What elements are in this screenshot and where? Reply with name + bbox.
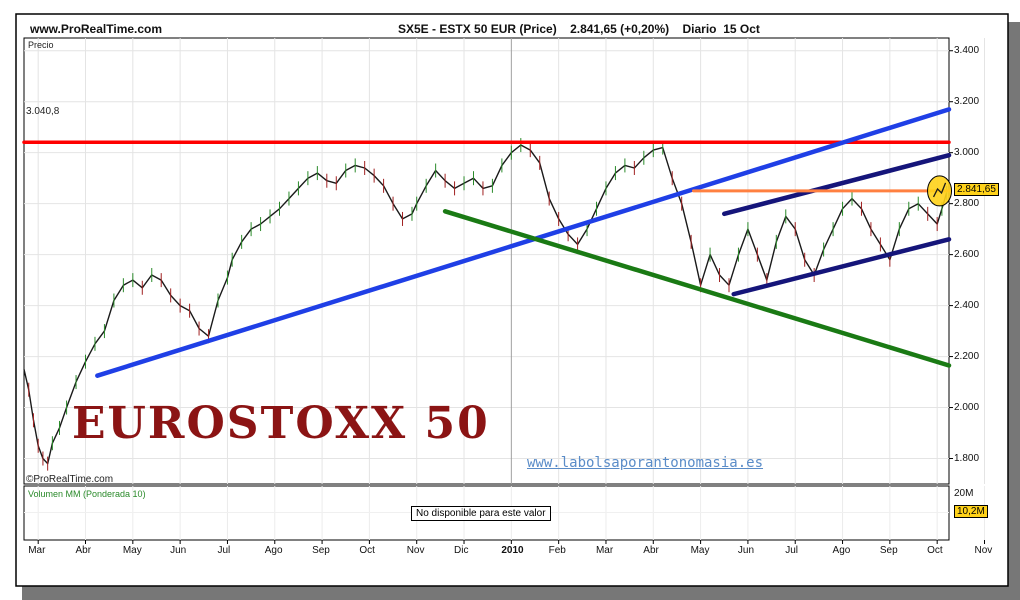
downtrend-line — [442, 209, 952, 368]
last-price-stroke — [932, 182, 947, 198]
x-tick-label: 2010 — [501, 545, 524, 556]
x-tick-label: Sep — [312, 545, 330, 556]
y-tick-label: 3.000 — [954, 146, 980, 158]
x-tick-label: Jun — [737, 545, 755, 556]
x-tick-label: Jul — [785, 545, 799, 556]
x-tick-label: May — [122, 545, 142, 556]
x-tick-label: Jul — [217, 545, 231, 556]
x-tick-label: Nov — [974, 545, 993, 556]
channel-top-line — [722, 152, 952, 217]
x-tick-label: Jun — [170, 545, 187, 556]
last-price-badge: 2.841,65 — [954, 182, 999, 196]
price-panel-label: Precio — [28, 40, 54, 50]
x-tick-label: Feb — [548, 545, 566, 556]
x-tick-label: Ago — [832, 545, 851, 556]
header-date: 15 Oct — [723, 22, 760, 36]
trendline-layer — [22, 107, 953, 378]
not-available-notice: No disponible para este valor — [411, 506, 551, 521]
y-tick-label: 2.000 — [954, 401, 980, 413]
x-tick-label: Abr — [643, 545, 659, 556]
price-layer — [23, 138, 948, 471]
x-tick-label: Dic — [454, 545, 469, 556]
resistance-label: 3.040,8 — [26, 106, 60, 117]
x-tick-label: Nov — [406, 545, 425, 556]
x-tick-label: Sep — [879, 545, 898, 556]
watermark-link[interactable]: www.labolsaporantonomasia.es — [527, 455, 764, 471]
x-tick-label: Mar — [28, 545, 46, 556]
y-tick-label: 2.600 — [954, 248, 980, 260]
instrument-name: SX5E - ESTX 50 EUR (Price) — [398, 22, 557, 36]
site-label: www.ProRealTime.com — [30, 22, 163, 36]
volume-panel-label: Volumen MM (Ponderada 10) — [28, 489, 146, 499]
y-tick-label: 2.400 — [954, 299, 980, 311]
x-tick-label: Oct — [927, 545, 943, 556]
volume-axis-label: 20M — [954, 488, 974, 499]
x-tick-label: May — [690, 545, 710, 556]
chart-title: SX5E - ESTX 50 EUR (Price) 2.841,65 (+0,… — [398, 22, 760, 36]
y-tick-label: 3.200 — [954, 95, 980, 107]
y-tick-label: 1.800 — [954, 452, 980, 464]
volume-value-badge: 10,2M — [954, 505, 988, 518]
x-tick-label: Abr — [75, 545, 92, 556]
copyright-icon: © — [26, 474, 34, 485]
x-tick-label: Mar — [595, 545, 614, 556]
timeframe: Diario — [682, 22, 717, 36]
uptrend-line — [95, 107, 952, 378]
x-tick-label: Ago — [264, 545, 283, 556]
y-tick-label: 2.800 — [954, 197, 980, 209]
y-tick-label: 3.400 — [954, 44, 980, 56]
eurostoxx-title: EUROSTOXX 50 — [72, 398, 490, 449]
price-change: 2.841,65 (+0,20%) — [570, 22, 670, 36]
x-tick-label: Oct — [359, 545, 375, 556]
source-credit: ©ProRealTime.com — [26, 474, 114, 485]
y-tick-label: 2.200 — [954, 350, 980, 362]
channel-bottom-line — [731, 237, 952, 297]
price-series-line — [23, 144, 948, 465]
